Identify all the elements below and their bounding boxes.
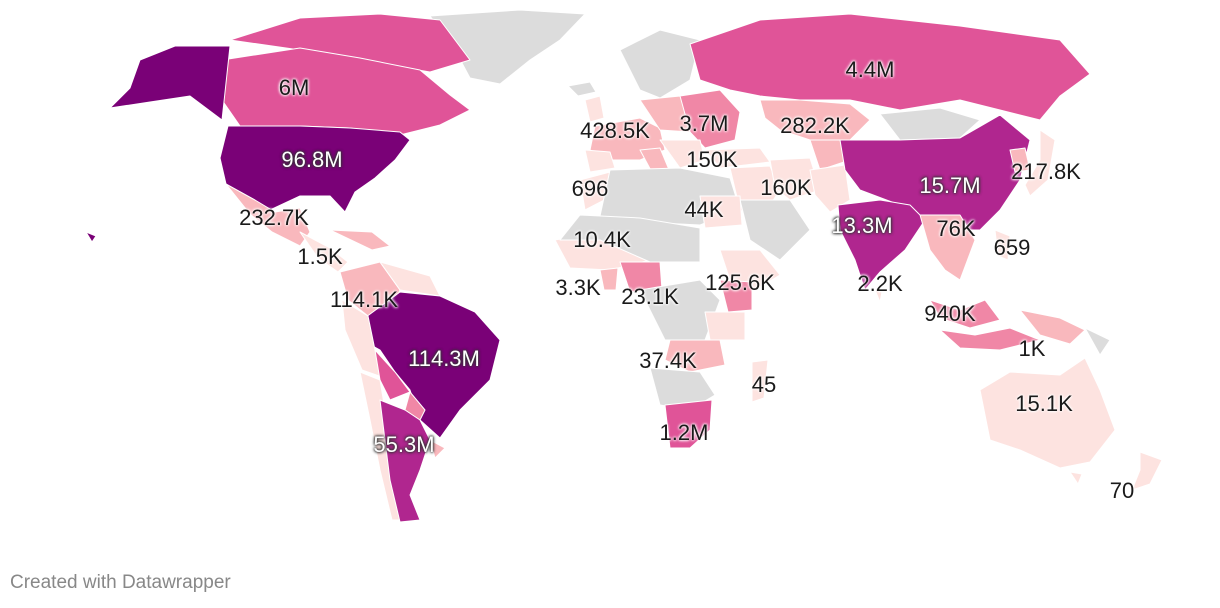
value-label-brazil: 114.3M <box>408 346 480 371</box>
country-scandinavia[interactable] <box>619 29 701 99</box>
country-madagascar[interactable] <box>751 359 769 403</box>
countries-layer <box>85 9 1163 523</box>
country-sri-lanka[interactable] <box>874 289 883 303</box>
value-label-morocco: 696 <box>571 176 609 201</box>
value-label-canada: 6M <box>278 75 310 100</box>
value-label-sri-lanka: 2.2K <box>857 271 903 296</box>
country-japan[interactable] <box>1024 129 1056 197</box>
value-label-india: 13.3M <box>831 213 893 238</box>
value-label-europe-east: 3.7M <box>679 111 729 136</box>
value-label-egypt: 44K <box>684 197 724 222</box>
country-australia[interactable] <box>979 357 1116 469</box>
country-zambia[interactable] <box>664 339 726 373</box>
country-tanzania[interactable] <box>704 311 746 341</box>
country-malaysia[interactable] <box>929 299 1001 329</box>
value-label-turkey: 150K <box>686 147 738 172</box>
country-hawaii[interactable] <box>85 231 97 243</box>
country-iceland[interactable] <box>567 81 597 97</box>
country-korea[interactable] <box>1009 147 1031 173</box>
value-label-colombia: 114.1K <box>329 287 399 312</box>
country-europe-east[interactable] <box>679 89 741 149</box>
country-ethiopia-horn[interactable] <box>719 249 781 291</box>
country-alaska[interactable] <box>109 45 231 121</box>
value-label-south-africa: 1.2M <box>659 420 709 445</box>
value-label-china: 15.7M <box>919 173 981 198</box>
country-spain[interactable] <box>584 149 616 173</box>
value-label-usa: 96.8M <box>281 147 343 172</box>
value-label-west-africa: 10.4K <box>573 227 631 252</box>
country-caribbean[interactable] <box>329 229 391 251</box>
value-label-russia: 4.4M <box>845 57 895 82</box>
map-svg <box>85 9 1163 523</box>
value-label-malaysia: 940K <box>924 301 976 326</box>
value-label-mexico: 232.7K <box>239 205 309 230</box>
country-brazil[interactable] <box>361 291 501 439</box>
country-south-africa[interactable] <box>664 399 713 449</box>
country-iran[interactable] <box>769 157 821 201</box>
country-mongolia[interactable] <box>879 107 981 141</box>
value-label-indonesia-east: 1K <box>1018 336 1046 361</box>
value-label-iran: 160K <box>760 175 812 200</box>
country-mexico[interactable] <box>225 183 311 247</box>
country-uk[interactable] <box>584 95 605 123</box>
country-russia[interactable] <box>689 13 1091 121</box>
country-seasia[interactable] <box>919 214 976 281</box>
value-label-seasia: 76K <box>936 216 976 241</box>
value-label-central-america: 1.5K <box>297 244 343 269</box>
value-label-madagascar: 45 <box>751 372 777 397</box>
country-bolivia[interactable] <box>374 349 411 401</box>
country-tasmania[interactable] <box>1069 471 1083 485</box>
world-choropleth-map: 6M 4.4M 96.8M 428.5K 3.7M 282.2K 150K 160K 15.7M… <box>85 9 1163 523</box>
value-label-australia: 15.1K <box>1015 391 1073 416</box>
value-label-europe-west: 428.5K <box>580 118 650 143</box>
value-label-kazakhstan: 282.2K <box>780 113 850 138</box>
country-sahel[interactable] <box>559 214 701 263</box>
country-arabia[interactable] <box>739 199 811 261</box>
country-kenya[interactable] <box>719 279 753 313</box>
country-indonesia-east[interactable] <box>1019 309 1086 345</box>
country-egypt[interactable] <box>699 195 743 229</box>
country-new-zealand[interactable] <box>1131 451 1163 491</box>
country-balkans[interactable] <box>659 139 706 169</box>
value-label-philippines: 659 <box>993 235 1031 260</box>
country-india[interactable] <box>837 199 926 291</box>
country-central-america[interactable] <box>299 231 349 273</box>
value-label-argentina: 55.3M <box>373 432 435 457</box>
country-papua[interactable] <box>1084 327 1111 356</box>
country-argentina[interactable] <box>379 399 431 523</box>
value-label-new-zealand: 70 <box>1109 478 1135 503</box>
value-label-japan: 217.8K <box>1011 159 1081 184</box>
value-label-kenya: 125.6K <box>705 270 775 295</box>
value-label-ghana: 3.3K <box>555 275 601 300</box>
country-china[interactable] <box>839 114 1031 231</box>
country-uruguay[interactable] <box>429 439 446 459</box>
country-indonesia[interactable] <box>939 327 1041 351</box>
country-ghana[interactable] <box>599 267 619 291</box>
value-label-zambia: 37.4K <box>639 348 697 373</box>
value-label-nigeria: 23.1K <box>621 284 679 309</box>
country-philippines[interactable] <box>994 229 1011 261</box>
datawrapper-credit[interactable]: Created with Datawrapper <box>10 572 231 593</box>
